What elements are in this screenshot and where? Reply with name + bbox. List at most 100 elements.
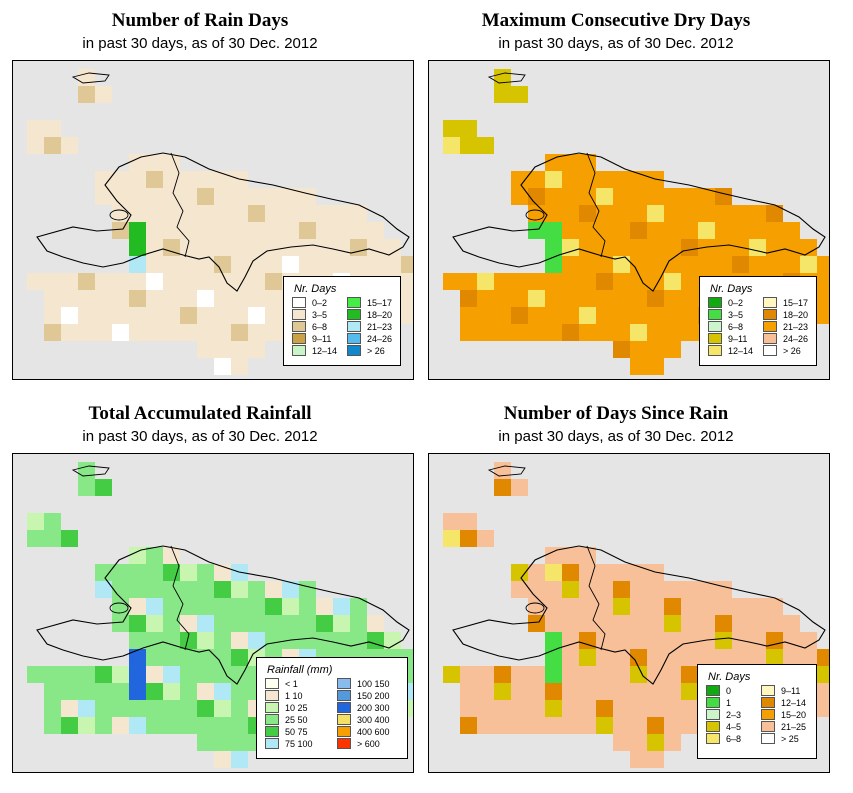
- grid-cell: [460, 700, 477, 717]
- grid-cell: [282, 205, 299, 222]
- grid-cell: [698, 222, 715, 239]
- legend-item: 0–2: [708, 297, 743, 308]
- grid-cell: [112, 290, 129, 307]
- grid-cell: [681, 324, 698, 341]
- grid-cell: [163, 307, 180, 324]
- grid-cell: [681, 598, 698, 615]
- grid-cell: [197, 205, 214, 222]
- grid-cell: [528, 273, 545, 290]
- grid-cell: [180, 598, 197, 615]
- grid-cell: [197, 188, 214, 205]
- grid-cell: [214, 598, 231, 615]
- grid-cell: [681, 683, 698, 700]
- legend-swatch: [347, 321, 361, 332]
- grid-cell: [214, 358, 231, 375]
- grid-cell: [630, 341, 647, 358]
- grid-cell: [800, 256, 817, 273]
- grid-cell: [596, 188, 613, 205]
- grid-cell: [129, 700, 146, 717]
- grid-cell: [545, 666, 562, 683]
- grid-cell: [197, 290, 214, 307]
- legend-label: 21–23: [367, 321, 393, 332]
- grid-cell: [613, 171, 630, 188]
- legend-swatch: [265, 678, 279, 689]
- legend-label: 0: [726, 685, 732, 696]
- grid-cell: [248, 598, 265, 615]
- grid-cell: [443, 666, 460, 683]
- grid-cell: [350, 632, 367, 649]
- legend-swatch: [761, 685, 775, 696]
- grid-cell: [511, 273, 528, 290]
- grid-cell: [511, 581, 528, 598]
- legend-swatch: [761, 721, 775, 732]
- grid-cell: [112, 307, 129, 324]
- legend-swatch: [706, 733, 720, 744]
- legend-swatch: [265, 702, 279, 713]
- legend-swatch: [706, 709, 720, 720]
- grid-cell: [44, 530, 61, 547]
- grid-cell: [800, 632, 817, 649]
- grid-cell: [715, 222, 732, 239]
- country-border: [586, 152, 606, 258]
- grid-cell: [265, 188, 282, 205]
- grid-cell: [562, 188, 579, 205]
- grid-cell: [494, 324, 511, 341]
- grid-cell: [265, 632, 282, 649]
- grid-cell: [180, 564, 197, 581]
- grid-cell: [248, 256, 265, 273]
- grid-cell: [265, 239, 282, 256]
- grid-cell: [197, 717, 214, 734]
- grid-cell: [265, 598, 282, 615]
- grid-cell: [214, 341, 231, 358]
- grid-cell: [44, 290, 61, 307]
- grid-cell: [248, 581, 265, 598]
- grid-cell: [231, 205, 248, 222]
- legend-label: 150 200: [357, 690, 390, 701]
- legend-label: 6–8: [728, 321, 744, 332]
- grid-cell: [647, 717, 664, 734]
- grid-cell: [528, 615, 545, 632]
- grid-cell: [146, 581, 163, 598]
- grid-cell: [163, 154, 180, 171]
- grid-cell: [248, 239, 265, 256]
- grid-cell: [681, 649, 698, 666]
- grid-cell: [715, 649, 732, 666]
- grid-cell: [112, 581, 129, 598]
- grid-cell: [613, 598, 630, 615]
- grid-cell: [78, 479, 95, 496]
- legend-item: 400 600: [337, 726, 390, 737]
- grid-cell: [401, 290, 413, 307]
- grid-cell: [443, 530, 460, 547]
- grid-cell: [231, 734, 248, 751]
- grid-cell: [197, 273, 214, 290]
- grid-cell: [579, 581, 596, 598]
- grid-cell: [579, 307, 596, 324]
- grid-cell: [163, 222, 180, 239]
- grid-cell: [630, 717, 647, 734]
- grid-cell: [613, 632, 630, 649]
- grid-cell: [129, 666, 146, 683]
- legend-item: 25 50: [265, 714, 308, 725]
- grid-cell: [664, 632, 681, 649]
- grid-cell: [146, 666, 163, 683]
- grid-cell: [817, 649, 829, 666]
- grid-cell: [248, 273, 265, 290]
- legend-label: 100 150: [357, 678, 390, 689]
- grid-cell: [27, 513, 44, 530]
- grid-cell: [613, 717, 630, 734]
- grid-cell: [562, 307, 579, 324]
- grid-cell: [129, 581, 146, 598]
- grid-cell: [248, 290, 265, 307]
- grid-cell: [197, 171, 214, 188]
- grid-cell: [511, 683, 528, 700]
- grid-cell: [562, 717, 579, 734]
- coastline: [36, 545, 410, 685]
- grid-cell: [146, 683, 163, 700]
- grid-cell: [579, 273, 596, 290]
- legend-swatch: [292, 345, 306, 356]
- grid-cell: [664, 581, 681, 598]
- grid-cell: [494, 717, 511, 734]
- legend-item: 6–8: [292, 321, 327, 332]
- grid-cell: [299, 205, 316, 222]
- grid-cell: [647, 307, 664, 324]
